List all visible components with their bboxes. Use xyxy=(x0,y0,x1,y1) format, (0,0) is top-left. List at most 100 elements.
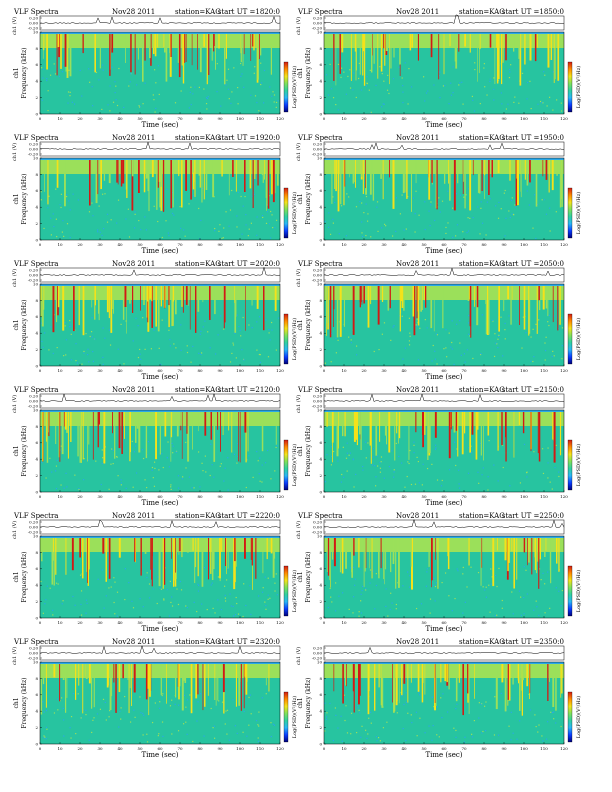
colorbar xyxy=(283,61,289,113)
x-tick-label: 100 xyxy=(520,242,528,247)
spectrogram-speckle xyxy=(500,692,502,695)
spectrogram-sferic xyxy=(338,412,339,449)
spectrogram-speckle xyxy=(330,88,333,90)
spectrogram-sferic xyxy=(522,412,525,434)
spectrogram-speckle xyxy=(167,441,169,443)
spectrogram-sferic xyxy=(491,160,493,178)
spectrogram-speckle xyxy=(353,486,355,488)
spectrogram-speckle xyxy=(270,210,272,213)
spectrogram-speckle xyxy=(258,711,260,713)
spectrogram-speckle xyxy=(547,462,549,464)
spectrogram-sferic xyxy=(435,538,436,560)
spectrogram-speckle xyxy=(447,222,449,224)
spectrogram-speckle xyxy=(256,321,258,323)
spectrogram-speckle xyxy=(511,197,513,199)
spectrogram-sferic xyxy=(513,412,515,458)
spectrogram-sferic xyxy=(202,286,204,303)
spectrogram-speckle xyxy=(409,332,411,334)
spectrogram-top-band xyxy=(40,284,280,286)
spectrogram-sferic xyxy=(389,34,390,85)
spectrogram-speckle xyxy=(62,600,64,602)
spectrogram-speckle xyxy=(421,484,423,486)
spectrogram-speckle xyxy=(401,315,403,317)
spectrogram-sferic xyxy=(126,286,127,334)
spectrogram-speckle xyxy=(142,734,144,736)
trace-tick-label: 0.00 xyxy=(313,524,322,529)
spectrogram-speckle xyxy=(102,193,104,195)
spectrogram-speckle xyxy=(110,586,112,588)
spectrogram-speckle xyxy=(157,735,159,737)
spectrogram-sferic xyxy=(333,664,335,692)
spectrogram-speckle xyxy=(221,701,224,703)
spectrogram-sferic xyxy=(187,412,190,462)
spectrogram-speckle xyxy=(85,612,87,614)
spectrogram-speckle xyxy=(329,233,332,235)
trace-tick-label: -0.20 xyxy=(28,151,39,156)
spectrogram-speckle xyxy=(186,606,188,609)
x-tick-label: 30 xyxy=(381,620,387,625)
spectrogram-sferic xyxy=(268,664,270,692)
y-tick-label: 6 xyxy=(35,440,38,445)
spectrogram-speckle xyxy=(101,449,103,451)
spectrogram-speckle xyxy=(349,69,351,71)
x-tick-label: 70 xyxy=(177,116,183,121)
spectrogram-sferic xyxy=(523,538,526,553)
spectrogram-speckle xyxy=(327,606,329,609)
spectrogram-speckle xyxy=(93,69,95,71)
x-tick-label: 20 xyxy=(361,116,367,121)
spectrogram-sferic xyxy=(224,34,226,85)
spectrogram-sferic xyxy=(339,286,342,337)
spectrogram-speckle xyxy=(432,724,434,727)
spectrogram-sferic xyxy=(138,160,140,193)
spectrogram-sferic xyxy=(178,664,180,700)
spectrogram-speckle xyxy=(160,588,163,590)
spectrogram-sferic xyxy=(370,412,372,464)
spectrogram-speckle xyxy=(56,346,58,349)
spectrogram-speckle xyxy=(215,353,217,355)
spectrogram-speckle xyxy=(478,717,480,719)
spectrogram-speckle xyxy=(547,571,549,573)
spectrogram-sferic xyxy=(553,412,556,463)
spectrogram-sferic xyxy=(462,160,464,194)
spectrogram-speckle xyxy=(395,197,397,199)
spectrogram-speckle xyxy=(140,358,142,360)
spectrogram-speckle xyxy=(226,733,228,735)
spectrogram-sferic xyxy=(443,34,445,75)
spectrogram-speckle xyxy=(206,108,208,110)
spectrogram-sferic xyxy=(173,286,175,302)
spectrogram-sferic xyxy=(208,34,210,75)
y-tick-label: 6 xyxy=(319,692,322,697)
spectrogram-sferic xyxy=(476,664,478,676)
spectrogram-speckle xyxy=(415,324,417,326)
spectrogram-sferic xyxy=(192,538,194,551)
spectrogram-speckle xyxy=(180,227,182,229)
x-tick-label: 60 xyxy=(157,620,163,625)
x-tick-label: 100 xyxy=(236,494,244,499)
spectrogram-speckle xyxy=(146,576,148,579)
panel-station: station=KAG xyxy=(175,8,221,16)
spectrogram-sferic xyxy=(444,160,446,184)
spectrogram-speckle xyxy=(61,71,64,73)
spectrogram-sferic xyxy=(223,286,225,329)
spectrogram-speckle xyxy=(41,461,43,464)
spectrogram-sferic xyxy=(202,664,204,711)
trace-line xyxy=(323,142,565,150)
spectrogram-speckle xyxy=(330,361,332,363)
y-tick-label: 10 xyxy=(317,155,323,160)
spectrogram-speckle xyxy=(174,102,177,104)
spectrogram-speckle xyxy=(52,609,54,611)
spectrogram-sferic xyxy=(195,286,197,333)
spectrogram-sferic xyxy=(529,34,532,61)
y-tick-label: 2 xyxy=(35,599,38,604)
spectrogram-sferic xyxy=(157,34,159,48)
spectrogram-speckle xyxy=(360,600,362,602)
spectrogram-sferic xyxy=(462,664,464,716)
spectrogram-sferic xyxy=(53,664,56,678)
spectrogram-speckle xyxy=(528,204,530,206)
spectrogram-sferic xyxy=(126,160,128,198)
colorbar xyxy=(567,439,573,491)
y-axis-label: Frequency (kHz) xyxy=(305,299,312,350)
spectrogram-speckle xyxy=(173,214,175,216)
spectrogram-speckle xyxy=(514,204,516,206)
